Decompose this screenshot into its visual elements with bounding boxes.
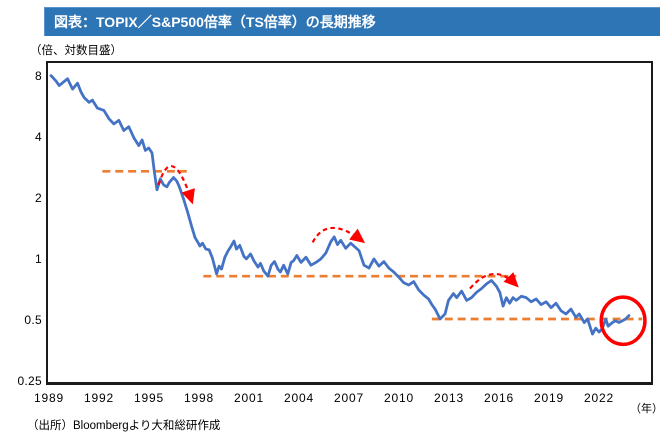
decline-annotation-arrow [157, 165, 195, 205]
decline-annotation-arrow [311, 226, 366, 244]
x-tick-label: 2007 [334, 391, 364, 405]
x-tick-label: 2016 [484, 391, 514, 405]
x-tick-label: 2022 [584, 391, 614, 405]
x-tick-label: 2019 [534, 391, 564, 405]
page-title: 図表：TOPIX／S&P500倍率（TS倍率）の長期推移 [54, 14, 376, 30]
source-note: （出所）Bloombergより大和総研作成 [27, 420, 221, 432]
x-tick-label: 2001 [234, 391, 264, 405]
x-tick-label: 2010 [384, 391, 414, 405]
y-axis-unit-label: （倍、対数目盛） [30, 45, 122, 57]
x-tick-label: 2013 [434, 391, 464, 405]
y-tick-label: 8 [35, 69, 42, 83]
y-tick-label: 1 [35, 252, 42, 266]
ts-ratio-chart-svg [49, 74, 647, 347]
x-tick-label: 2004 [284, 391, 314, 405]
x-tick-label: 1995 [134, 391, 164, 405]
ts-ratio-series-line [49, 74, 631, 336]
x-tick-label: 1992 [84, 391, 114, 405]
latest-value-highlight-circle [599, 295, 647, 347]
y-tick-label: 0.5 [24, 313, 42, 327]
y-tick-label: 0.25 [17, 374, 42, 388]
decline-annotation-arrow [469, 272, 519, 290]
x-tick-label: 1989 [34, 391, 64, 405]
y-tick-label: 2 [35, 191, 42, 205]
y-tick-label: 4 [35, 130, 42, 144]
chart-title-bar: 図表：TOPIX／S&P500倍率（TS倍率）の長期推移 [44, 7, 660, 36]
plot-area [46, 61, 653, 385]
x-axis-unit-label: （年） [630, 403, 660, 415]
x-tick-label: 1998 [184, 391, 214, 405]
